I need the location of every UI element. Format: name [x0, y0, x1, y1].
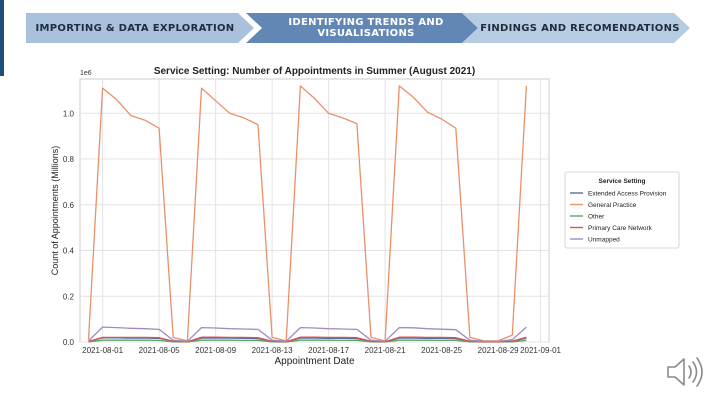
- step-label: IMPORTING & DATA EXPLORATION: [35, 22, 235, 34]
- y-tick-label: 0.4: [63, 247, 75, 256]
- legend-box: [564, 171, 680, 249]
- legend-item: Other: [588, 214, 605, 221]
- x-tick-label: 2021-08-29: [478, 346, 519, 355]
- series-line-2: [87, 85, 528, 342]
- y-tick-label: 0.8: [63, 155, 75, 164]
- step-importing[interactable]: IMPORTING & DATA EXPLORATION: [26, 13, 254, 43]
- y-tick-label: 1.0: [63, 109, 75, 118]
- legend-item: Unmapped: [588, 237, 620, 244]
- process-steps: IMPORTING & DATA EXPLORATION IDENTIFYING…: [26, 13, 690, 43]
- series-line-5: [88, 326, 527, 342]
- x-tick-label: 2021-08-21: [365, 346, 406, 355]
- series-line-4: [88, 336, 527, 343]
- x-axis-label: Appointment Date: [274, 356, 354, 367]
- x-tick-label: 2021-08-25: [421, 346, 462, 355]
- x-tick-label: 2021-08-09: [195, 346, 236, 355]
- chart-title: Service Setting: Number of Appointments …: [154, 66, 475, 77]
- speaker-icon[interactable]: [664, 352, 708, 392]
- y-tick-label: 0.6: [63, 201, 75, 210]
- x-tick-label: 2021-08-05: [139, 346, 180, 355]
- step-label: FINDINGS AND RECOMENDATIONS: [480, 22, 680, 34]
- x-tick-label: 2021-08-13: [252, 346, 293, 355]
- legend-item: Extended Access Provision: [588, 191, 667, 198]
- plot-area: [79, 78, 550, 343]
- step-label: IDENTIFYING TRENDS AND VISUALISATIONS: [288, 17, 444, 39]
- step-trends[interactable]: IDENTIFYING TRENDS AND VISUALISATIONS: [246, 13, 478, 43]
- y-tick-label: 0.0: [63, 338, 75, 347]
- x-tick-label: 2021-09-01: [520, 346, 561, 355]
- y-tick-label: 0.2: [63, 292, 75, 301]
- series-line-3: [88, 339, 527, 343]
- y-offset-label: 1e6: [80, 70, 92, 77]
- y-axis-label: Count of Appointments (Millions): [50, 146, 60, 276]
- step-findings[interactable]: FINDINGS AND RECOMENDATIONS: [462, 13, 690, 43]
- accent-bar: [0, 0, 4, 76]
- x-tick-label: 2021-08-17: [308, 346, 349, 355]
- x-tick-label: 2021-08-01: [82, 346, 123, 355]
- legend-title: Service Setting: [599, 178, 646, 185]
- legend-item: Primary Care Network: [588, 225, 653, 232]
- legend-item: General Practice: [588, 202, 637, 209]
